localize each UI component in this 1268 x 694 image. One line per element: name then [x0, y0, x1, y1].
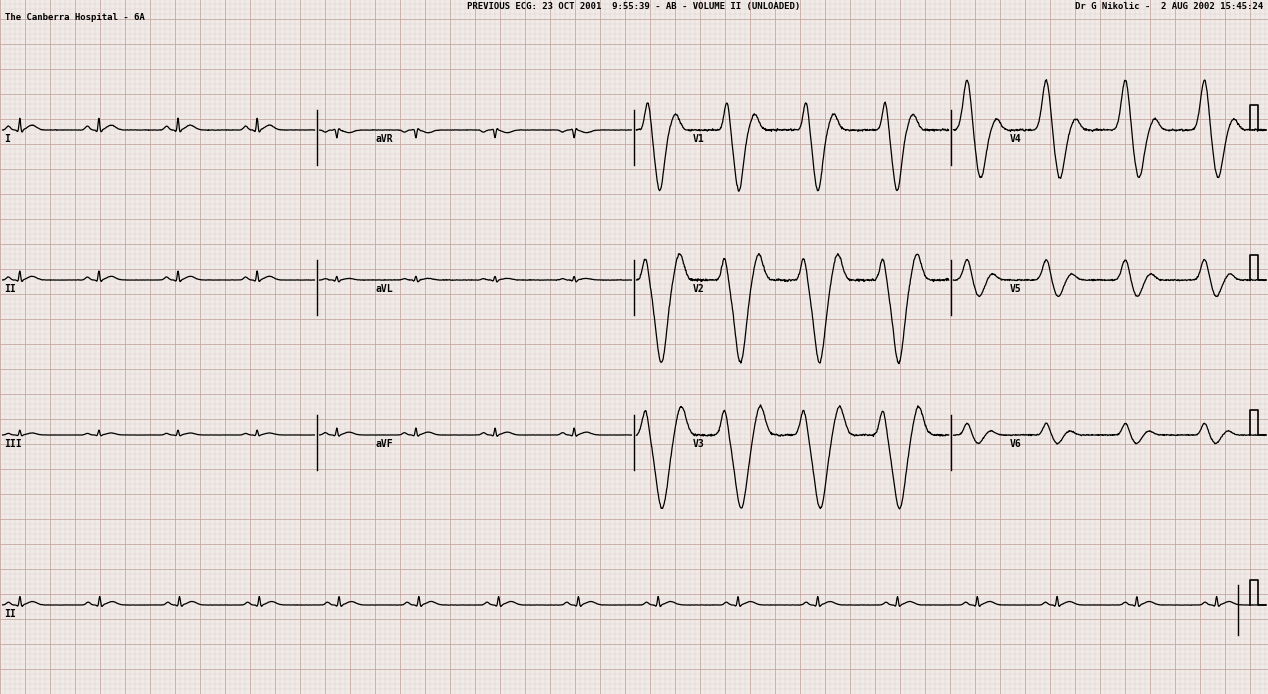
Text: I: I: [4, 134, 10, 144]
Text: V5: V5: [1011, 284, 1022, 294]
Text: aVR: aVR: [377, 134, 393, 144]
Text: II: II: [4, 284, 15, 294]
Text: III: III: [4, 439, 22, 449]
Text: V1: V1: [694, 134, 705, 144]
Text: V3: V3: [694, 439, 705, 449]
Text: PREVIOUS ECG: 23 OCT 2001  9:55:39 - AB - VOLUME II (UNLOADED): PREVIOUS ECG: 23 OCT 2001 9:55:39 - AB -…: [468, 2, 800, 11]
Text: II: II: [4, 609, 15, 619]
Text: The Canberra Hospital - 6A: The Canberra Hospital - 6A: [5, 13, 145, 22]
Text: aVL: aVL: [377, 284, 393, 294]
Text: aVF: aVF: [377, 439, 393, 449]
Text: Dr G Nikolic -  2 AUG 2002 15:45:24: Dr G Nikolic - 2 AUG 2002 15:45:24: [1075, 2, 1263, 11]
Text: V4: V4: [1011, 134, 1022, 144]
Text: V6: V6: [1011, 439, 1022, 449]
Text: V2: V2: [694, 284, 705, 294]
